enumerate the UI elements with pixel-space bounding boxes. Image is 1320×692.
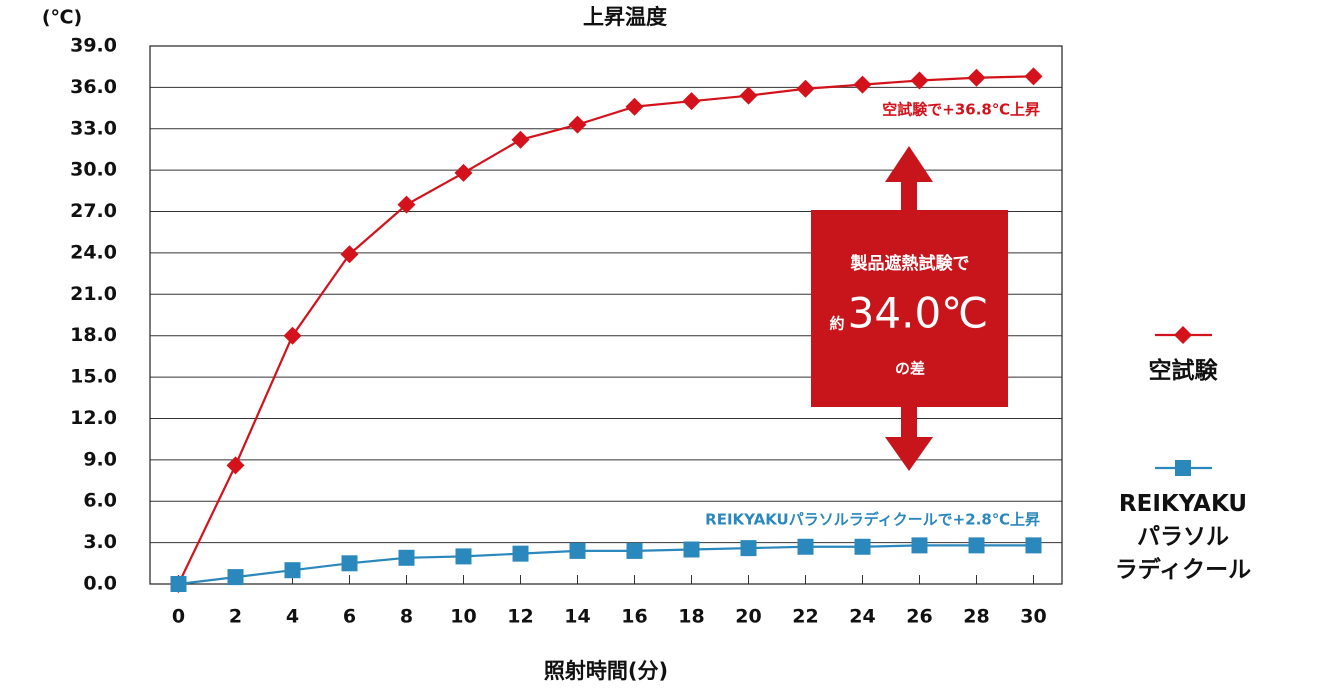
point: [739, 86, 758, 105]
arrow-head: [885, 146, 933, 182]
y-tick-label: 15.0: [70, 366, 117, 388]
point: [1024, 67, 1043, 86]
point: [226, 456, 245, 475]
y-tick-label: 6.0: [83, 490, 117, 512]
point: [911, 537, 928, 554]
x-axis-label: 照射時間(分): [544, 659, 668, 683]
x-tick-label: 16: [621, 606, 647, 628]
point: [796, 79, 815, 98]
series-line: [177, 75, 1034, 585]
y-tick-label: 39.0: [70, 35, 117, 57]
x-tick-label: 18: [678, 606, 704, 628]
arrow-head: [885, 437, 933, 471]
series-note: 空試験で+36.8℃上昇: [882, 101, 1040, 119]
callout-box: [811, 210, 1008, 407]
point: [1175, 460, 1191, 476]
point: [568, 115, 587, 134]
y-unit-label: (℃): [42, 7, 82, 29]
y-tick-label: 36.0: [70, 76, 117, 98]
x-tick-label: 6: [343, 606, 356, 628]
point: [227, 569, 244, 586]
plot-frame: [149, 45, 1063, 585]
x-tick-label: 30: [1020, 606, 1046, 628]
y-tick-label: 0.0: [83, 573, 117, 595]
point: [1174, 326, 1192, 344]
point: [454, 163, 473, 182]
point: [967, 68, 986, 87]
callout-text: 製品遮熱試験で: [850, 253, 970, 274]
legend-label: REIKYAKU パラソル ラディクール: [1114, 491, 1252, 583]
x-tick-label: 28: [963, 606, 989, 628]
point: [968, 537, 985, 554]
y-tick-label: 18.0: [70, 324, 117, 346]
y-tick-label: 12.0: [70, 407, 117, 429]
x-tick-label: 20: [735, 606, 761, 628]
point: [397, 195, 416, 214]
callout-value: 34.0℃: [848, 289, 989, 338]
point: [455, 548, 472, 565]
x-tick-label: 14: [564, 606, 590, 628]
y-tick-label: 30.0: [70, 159, 117, 181]
point: [625, 97, 644, 116]
point: [341, 555, 358, 572]
x-tick-label: 22: [792, 606, 818, 628]
x-tick-label: 24: [849, 606, 875, 628]
point: [683, 541, 700, 558]
x-tick-label: 2: [229, 606, 242, 628]
point: [283, 326, 302, 345]
point: [569, 542, 586, 559]
y-tick-label: 3.0: [83, 531, 117, 553]
point: [797, 538, 814, 555]
x-tick-label: 0: [172, 606, 185, 628]
callout-text: 約: [829, 315, 844, 333]
point: [740, 540, 757, 557]
y-tick-label: 27.0: [70, 200, 117, 222]
x-tick-label: 4: [286, 606, 299, 628]
x-tick-label: 12: [507, 606, 533, 628]
chart-title: 上昇温度: [583, 5, 667, 29]
y-tick-label: 33.0: [70, 117, 117, 139]
point: [1025, 537, 1042, 554]
point: [511, 130, 530, 149]
arrow-shaft: [901, 178, 917, 212]
point: [682, 92, 701, 111]
arrow-shaft: [901, 405, 917, 439]
point: [170, 576, 187, 592]
point: [854, 538, 871, 555]
point: [626, 542, 643, 559]
point: [910, 71, 929, 90]
series-note: REIKYAKUパラソルラディクールで+2.8℃上昇: [705, 511, 1040, 529]
y-tick-label: 9.0: [83, 448, 117, 470]
callout-text: の差: [895, 360, 925, 378]
y-tick-label: 24.0: [70, 241, 117, 263]
point: [853, 75, 872, 94]
legend-label: 空試験: [1148, 358, 1218, 384]
x-tick-label: 26: [906, 606, 932, 628]
difference-callout: 製品遮熱試験で 約 34.0℃ の差: [811, 146, 1008, 471]
x-tick-label: 8: [400, 606, 413, 628]
x-tick-label: 10: [450, 606, 476, 628]
point: [340, 245, 359, 264]
y-tick-label: 21.0: [70, 283, 117, 305]
point: [398, 549, 415, 566]
point: [284, 562, 301, 579]
series-line: [178, 544, 1034, 586]
point: [512, 545, 529, 562]
